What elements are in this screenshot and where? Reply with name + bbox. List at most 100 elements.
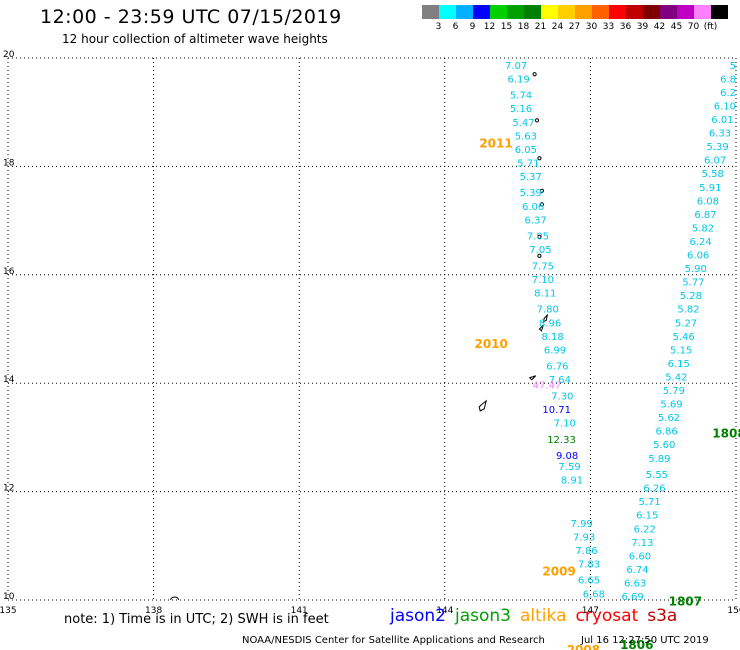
island-outline	[539, 202, 544, 207]
swh-value-label: 6.33	[709, 129, 731, 140]
swh-value-label: 5.90	[685, 264, 707, 275]
scale-swatch	[490, 5, 507, 19]
pass-time-label: 2009	[542, 565, 575, 579]
swh-value-label: 6.87	[694, 210, 716, 221]
swh-value-label: 8.91	[561, 475, 583, 486]
swh-value-label: 7.07	[505, 61, 527, 72]
swh-value-label: 5.42	[665, 372, 687, 383]
swh-value-label: 6.86	[655, 427, 677, 438]
page-subtitle: 12 hour collection of altimeter wave hei…	[62, 32, 328, 46]
swh-value-label: 6.65	[578, 576, 600, 587]
swh-value-label: 7.99	[571, 519, 593, 530]
swh-value-label: 7.13	[631, 538, 653, 549]
swh-value-label: 5.89	[648, 454, 670, 465]
page-title: 12:00 - 23:59 UTC 07/15/2019	[40, 6, 342, 28]
scale-label: 21	[534, 22, 547, 32]
satellite-legend: jason2 jason3 altika cryosat s3a	[390, 606, 686, 626]
scale-swatch	[660, 5, 677, 19]
lon-tick-label: 147	[582, 606, 599, 616]
swh-value-label: 6.68	[583, 589, 605, 600]
lat-tick-label: 20	[3, 50, 15, 60]
swh-value-label: 6.15	[668, 359, 690, 370]
swh-value-label: 6.08	[697, 196, 719, 207]
swh-value-label: 6.05	[515, 145, 537, 156]
swh-value-label: 5	[730, 61, 736, 72]
swh-value-label: 6.63	[624, 578, 646, 589]
island-outline	[534, 118, 540, 123]
swh-value-label: 5.91	[699, 183, 721, 194]
swh-value-label: 7.59	[558, 462, 580, 473]
legend-cryosat: cryosat	[575, 606, 639, 626]
scale-label: 3	[435, 22, 442, 32]
legend-altika: altika	[520, 606, 567, 626]
island-outline	[528, 375, 537, 381]
scale-label: 24	[551, 22, 564, 32]
island-outline	[537, 253, 542, 258]
lat-tick-label: 10	[3, 592, 15, 602]
scale-swatch	[643, 5, 660, 19]
swh-value-label: 7.86	[575, 546, 597, 557]
scale-label: 18	[517, 22, 530, 32]
scale-label: 42	[653, 22, 666, 32]
swh-value-label: 5.62	[658, 413, 680, 424]
scale-label: 30	[585, 22, 598, 32]
pass-time-label: 1808	[712, 426, 740, 440]
scale-swatch	[422, 5, 439, 19]
swh-value-label: 5.74	[510, 91, 532, 102]
swh-value-label: 6.06	[687, 251, 709, 262]
swh-value-label: 5.69	[660, 400, 682, 411]
swh-value-label: 5.82	[692, 223, 714, 234]
lon-tick-label: 150	[727, 606, 740, 616]
swh-value-label: 5.71	[517, 158, 539, 169]
lat-tick-label: 16	[3, 267, 15, 277]
legend-s3a: s3a	[647, 606, 678, 626]
swh-value-label: 12.33	[547, 435, 576, 446]
legend-jason3: jason3	[455, 606, 511, 626]
lat-lon-grid	[7, 57, 737, 601]
swh-value-label: 8.11	[534, 288, 556, 299]
scale-label: 33	[602, 22, 615, 32]
scale-swatch	[456, 5, 473, 19]
scale-swatch	[524, 5, 541, 19]
swh-value-label: 5.39	[520, 188, 542, 199]
swh-value-label: 5.28	[680, 291, 702, 302]
swh-value-label: 5.37	[520, 172, 542, 183]
scale-label: 70	[687, 22, 700, 32]
island-outline	[538, 324, 544, 332]
island-outline	[539, 188, 544, 193]
swh-value-label: 5.55	[646, 470, 668, 481]
swh-value-label: 6.8	[720, 74, 736, 85]
swh-value-label: 7.10	[532, 275, 554, 286]
swh-value-label: 7.83	[578, 559, 600, 570]
swh-value-label: 7.93	[573, 532, 595, 543]
swh-value-label: 6.37	[524, 215, 546, 226]
lon-tick-label: 138	[145, 606, 162, 616]
swh-value-label: 5.79	[663, 386, 685, 397]
swh-value-label: 6.15	[636, 511, 658, 522]
swh-value-label: 6.26	[643, 484, 665, 495]
swh-value-label: 8.96	[539, 318, 561, 329]
pass-time-label: 2010	[474, 337, 507, 351]
swh-value-label: 7.10	[554, 419, 576, 430]
swh-value-label: 5.63	[515, 131, 537, 142]
pass-time-label: 1806	[620, 638, 653, 650]
credit-line: NOAA/NESDIS Center for Satellite Applica…	[242, 635, 545, 646]
pass-time-label: 1807	[669, 594, 702, 608]
lon-tick-label: 135	[0, 606, 17, 616]
swh-value-label: 5.60	[653, 440, 675, 451]
swh-value-label: 5.27	[675, 318, 697, 329]
lat-tick-label: 14	[3, 375, 15, 385]
swh-value-label: 6.69	[622, 592, 644, 603]
pass-time-labels: 20112010180918082009180720081806	[474, 136, 740, 650]
swh-value-label: 10.71	[542, 405, 571, 416]
scale-label: 45	[670, 22, 683, 32]
swh-value-label: 7.30	[551, 391, 573, 402]
scale-label: 9	[469, 22, 476, 32]
scale-swatch	[541, 5, 558, 19]
island-outline	[542, 313, 549, 324]
swh-value-label: 7.75	[532, 261, 554, 272]
swh-value-label: 6.24	[689, 237, 711, 248]
swh-value-label: 5.46	[672, 332, 694, 343]
swh-value-label: 6.06	[522, 202, 544, 213]
